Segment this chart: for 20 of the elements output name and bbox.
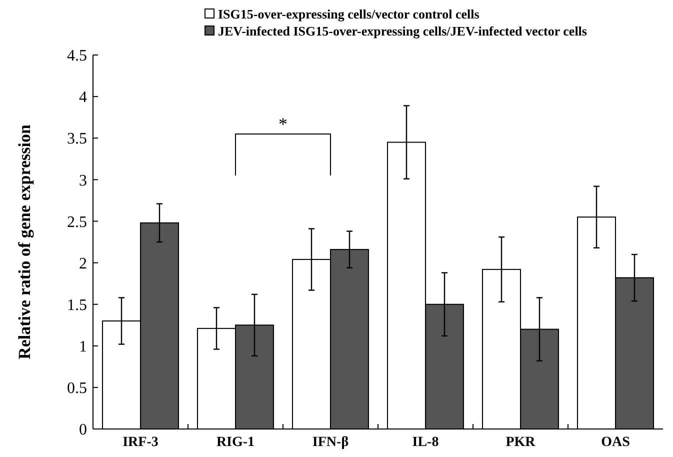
- y-tick-label: 4.5: [67, 48, 87, 65]
- y-tick-label: 1.5: [67, 296, 87, 314]
- y-tick-label: 3: [79, 172, 87, 190]
- x-tick-label: PKR: [506, 435, 536, 450]
- y-tick-label: 1: [79, 338, 87, 356]
- x-tick-label: IRF-3: [122, 435, 158, 450]
- y-axis-title: Relative ratio of gene expression: [15, 124, 34, 360]
- annotation: *: [278, 114, 288, 134]
- x-tick-label: RIG-1: [216, 435, 255, 450]
- y-tick-label: 0: [79, 422, 87, 439]
- legend-label: ISG15-over-expressing cells/vector control cells: [218, 6, 480, 22]
- x-tick-label: OAS: [601, 435, 630, 450]
- y-tick-label: 3.5: [67, 130, 87, 148]
- y-tick-label: 4: [79, 89, 87, 106]
- x-tick-label: IL-8: [412, 435, 439, 450]
- y-tick-label: 2.5: [67, 214, 87, 231]
- x-tick-label: IFN-β: [312, 435, 349, 450]
- legend-label: JEV-infected ISG15-over-expressing cells/JEV-infected vector cells: [218, 24, 587, 39]
- y-tick-label: 2: [79, 255, 87, 272]
- y-tick-label: 0.5: [67, 380, 87, 398]
